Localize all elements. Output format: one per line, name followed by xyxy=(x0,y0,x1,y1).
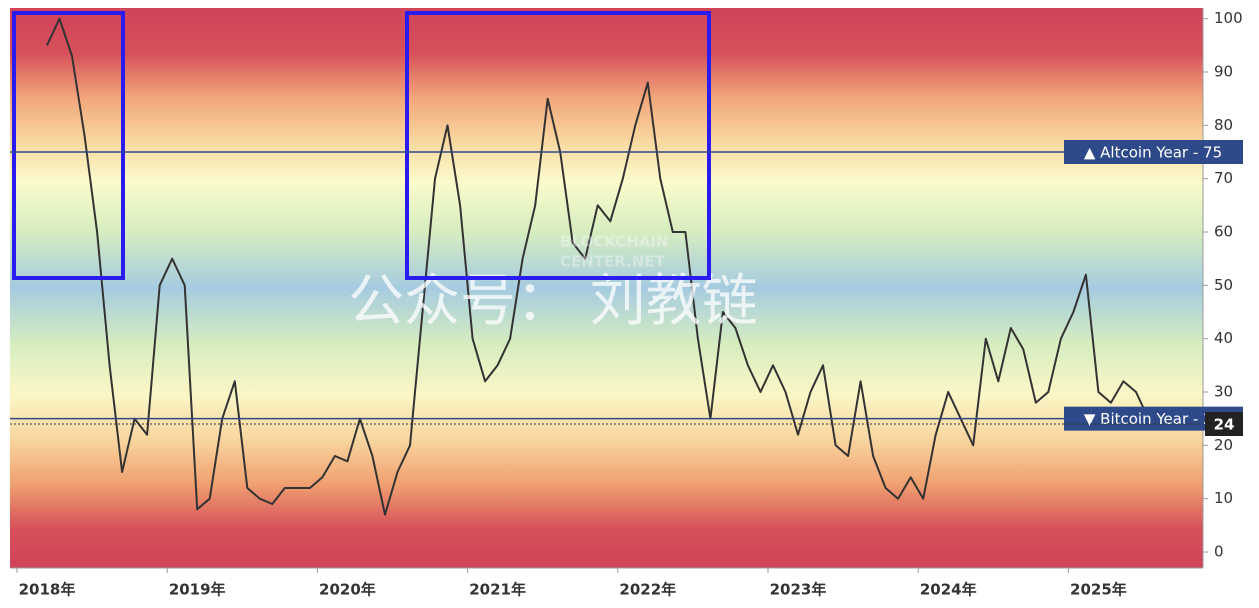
current-value-label: 24 xyxy=(1214,416,1235,434)
y-tick-label: 90 xyxy=(1214,63,1233,81)
y-tick-label: 100 xyxy=(1214,9,1243,27)
source-watermark: BLOCKCHAIN xyxy=(560,233,668,251)
highlight-box xyxy=(12,11,125,280)
y-tick-label: 20 xyxy=(1214,436,1233,454)
y-tick-label: 80 xyxy=(1214,116,1233,134)
marks xyxy=(46,17,1162,516)
x-tick-label: 2019年 xyxy=(169,581,226,599)
y-tick-label: 0 xyxy=(1214,543,1224,561)
reference-label: ▼ Bitcoin Year - 25 xyxy=(1084,410,1222,428)
y-tick-label: 70 xyxy=(1214,169,1233,187)
series-line xyxy=(46,17,1162,516)
y-tick-label: 10 xyxy=(1214,489,1233,507)
x-tick-label: 2023年 xyxy=(770,581,827,599)
y-tick-label: 30 xyxy=(1214,383,1233,401)
source-watermark: CENTER.NET xyxy=(560,253,666,271)
x-tick-label: 2025年 xyxy=(1070,581,1127,599)
x-tick-label: 2018年 xyxy=(19,581,76,599)
x-tick-label: 2024年 xyxy=(920,581,977,599)
x-tick-label: 2021年 xyxy=(469,581,526,599)
highlight-box xyxy=(405,11,711,280)
y-tick-label: 50 xyxy=(1214,276,1233,294)
plot-background xyxy=(10,8,1203,568)
x-tick-label: 2020年 xyxy=(319,581,376,599)
reference-label: ▲ Altcoin Year - 75 xyxy=(1084,144,1222,162)
reference-label-box xyxy=(1064,140,1243,164)
x-tick-label: 2022年 xyxy=(619,581,676,599)
y-tick-label: 40 xyxy=(1214,329,1233,347)
y-tick-label: 60 xyxy=(1214,223,1233,241)
current-value-box xyxy=(1205,412,1243,436)
